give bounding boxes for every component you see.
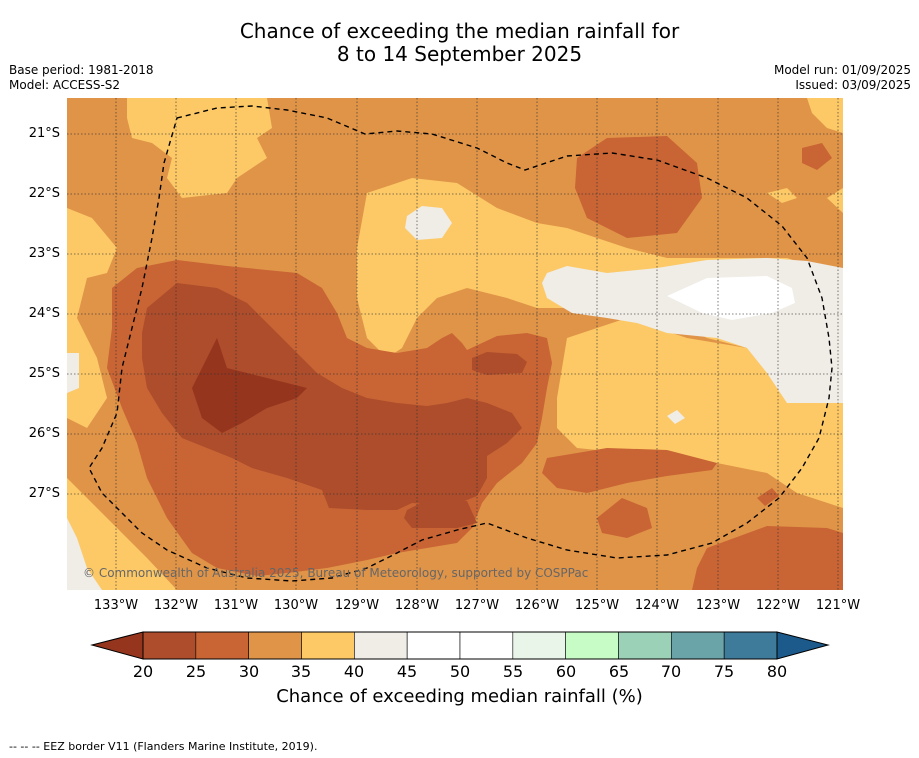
lon-label: 127°W bbox=[454, 598, 500, 613]
region-25-30-topright bbox=[802, 143, 832, 170]
colorbar-cell bbox=[618, 631, 672, 660]
colorbar-tick: 40 bbox=[343, 662, 365, 681]
region-35-40-right-small bbox=[767, 188, 797, 203]
colorbar-tick: 20 bbox=[132, 662, 154, 681]
lon-label: 131°W bbox=[213, 598, 259, 613]
lat-label: 21°S bbox=[28, 126, 60, 141]
lon-label: 121°W bbox=[815, 598, 861, 613]
colorbar-over-arrow bbox=[776, 631, 830, 660]
lat-label: 27°S bbox=[28, 486, 60, 501]
colorbar-cell bbox=[142, 631, 197, 660]
lat-label: 25°S bbox=[28, 366, 60, 381]
colorbar-tick: 65 bbox=[608, 662, 630, 681]
region-25-30-southeast bbox=[597, 498, 652, 538]
colorbar-tick: 35 bbox=[290, 662, 312, 681]
map-title-line2: 8 to 14 September 2025 bbox=[336, 42, 583, 66]
region-40-45-left bbox=[67, 353, 79, 393]
colorbar-cell bbox=[671, 631, 725, 660]
colorbar-tick: 25 bbox=[185, 662, 207, 681]
region-40-45-small bbox=[667, 410, 685, 424]
region-25-30-small bbox=[757, 488, 779, 506]
issued-date: Issued: 03/09/2025 bbox=[795, 78, 911, 92]
colorbar-cell bbox=[195, 631, 249, 660]
lon-label: 133°W bbox=[93, 598, 139, 613]
base-period: Base period: 1981-2018 bbox=[9, 63, 154, 77]
colorbar-tick: 30 bbox=[238, 662, 260, 681]
colorbar-title: Chance of exceeding median rainfall (%) bbox=[276, 686, 643, 707]
colorbar-cell bbox=[248, 631, 302, 660]
colorbar-cell bbox=[459, 631, 514, 660]
lon-label: 130°W bbox=[273, 598, 319, 613]
colorbar-tick: 75 bbox=[713, 662, 735, 681]
region-35-40-left bbox=[67, 208, 117, 428]
eez-footnote: -- -- -- EEZ border V11 (Flanders Marine… bbox=[9, 740, 318, 753]
region-25-30-east bbox=[542, 448, 717, 493]
region-20-25-south bbox=[404, 500, 477, 528]
colorbar-under-arrow bbox=[90, 631, 144, 660]
region-35-40-right2 bbox=[827, 188, 843, 213]
colorbar-cell bbox=[723, 631, 778, 660]
region-25-30-northeast bbox=[575, 136, 702, 238]
rainfall-map bbox=[67, 98, 843, 590]
colorbar-tick: 70 bbox=[660, 662, 682, 681]
map-credit: © Commonwealth of Australia 2025, Bureau… bbox=[83, 566, 589, 580]
region-below-20 bbox=[192, 338, 307, 433]
colorbar bbox=[90, 631, 830, 660]
colorbar-cell bbox=[406, 631, 461, 660]
model-name: Model: ACCESS-S2 bbox=[9, 78, 121, 92]
region-45-50 bbox=[667, 276, 795, 320]
colorbar-tick: 55 bbox=[502, 662, 524, 681]
region-20-25 bbox=[142, 283, 522, 510]
region-25-30-corner bbox=[692, 526, 843, 590]
lon-label: 129°W bbox=[334, 598, 380, 613]
lon-label: 126°W bbox=[514, 598, 560, 613]
lon-label: 122°W bbox=[755, 598, 801, 613]
colorbar-cell bbox=[301, 631, 355, 660]
region-40-45-bottom bbox=[67, 518, 102, 590]
region-35-40-topright bbox=[807, 98, 843, 133]
colorbar-tick: 60 bbox=[555, 662, 577, 681]
lon-label: 128°W bbox=[394, 598, 440, 613]
colorbar-tick: 45 bbox=[396, 662, 418, 681]
lon-label: 123°W bbox=[695, 598, 741, 613]
colorbar-cell bbox=[512, 631, 566, 660]
lat-label: 26°S bbox=[28, 426, 60, 441]
colorbar-cell bbox=[565, 631, 619, 660]
lon-label: 125°W bbox=[574, 598, 620, 613]
model-run: Model run: 01/09/2025 bbox=[773, 63, 911, 77]
lon-label: 132°W bbox=[153, 598, 199, 613]
colorbar-tick: 80 bbox=[766, 662, 788, 681]
lat-label: 24°S bbox=[28, 306, 60, 321]
lon-label: 124°W bbox=[634, 598, 680, 613]
map-title-line1: Chance of exceeding the median rainfall … bbox=[239, 19, 680, 43]
region-20-25-east bbox=[472, 352, 527, 375]
colorbar-tick: 50 bbox=[449, 662, 471, 681]
eez-border bbox=[88, 105, 833, 582]
colorbar-cell bbox=[354, 631, 408, 660]
region-35-40-bottomleft bbox=[67, 478, 177, 590]
graticule-meridians bbox=[115, 98, 839, 590]
lat-label: 23°S bbox=[28, 246, 60, 261]
lat-label: 22°S bbox=[28, 186, 60, 201]
